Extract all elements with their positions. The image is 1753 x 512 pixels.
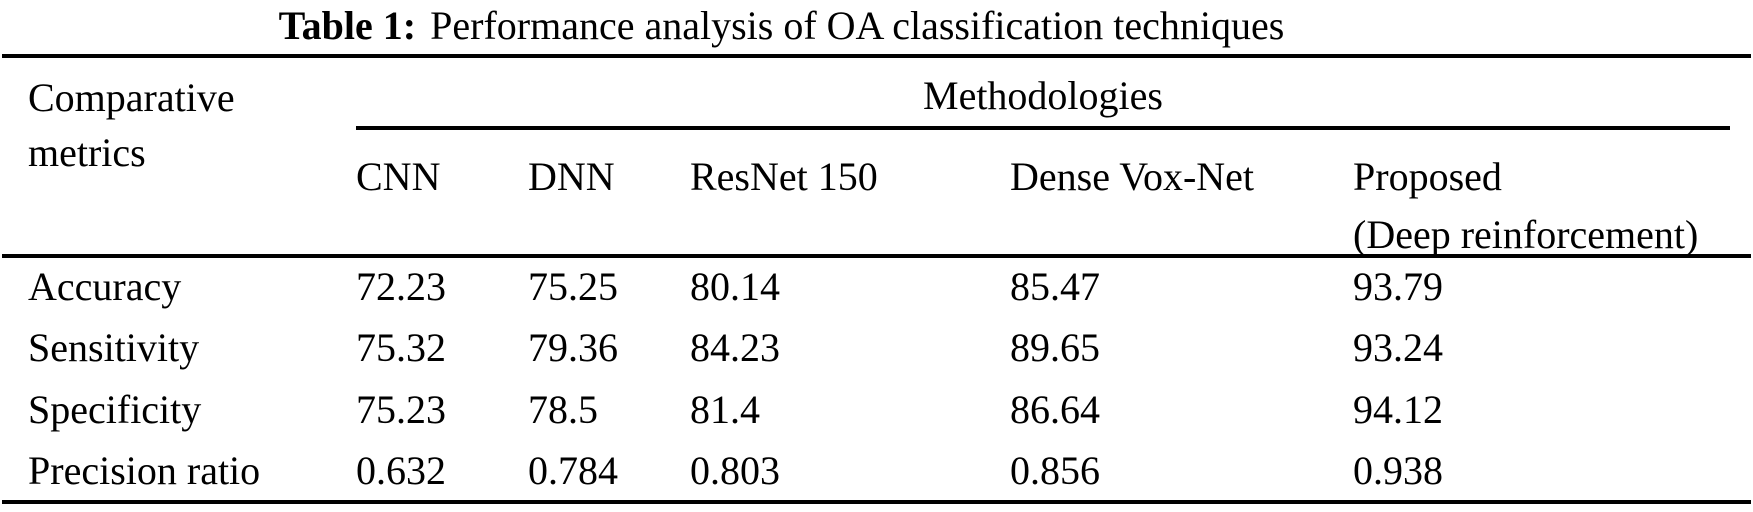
value-cell: 75.25 [528, 264, 618, 310]
value-cell: 0.856 [1010, 447, 1100, 493]
table-caption-label: Table 1: [278, 3, 417, 48]
value-cell: 80.14 [690, 264, 780, 310]
value-cell: 0.784 [528, 447, 618, 493]
value-cell: 94.12 [1353, 386, 1443, 432]
value-cell: 85.47 [1010, 264, 1100, 310]
group-header-methodologies: Methodologies [923, 73, 1163, 118]
column-header-dnn: DNN [528, 148, 690, 264]
column-header-label: DNN [528, 154, 615, 199]
rule-bottom [2, 500, 1751, 504]
column-header-cnn: CNN [356, 148, 528, 264]
column-header-sublabel: (Deep reinforcement) [1353, 212, 1699, 257]
table-row-sensitivity: Sensitivity 75.32 79.36 84.23 89.65 93.2… [0, 317, 1753, 378]
table-row-accuracy: Accuracy 72.23 75.25 80.14 85.47 93.79 [0, 256, 1753, 317]
table-row-precision-ratio: Precision ratio 0.632 0.784 0.803 0.856 … [0, 440, 1753, 501]
value-cell: 75.23 [356, 386, 446, 432]
column-header-row: CNN DNN ResNet 150 Dense Vox-Net Propose… [356, 148, 1753, 264]
value-cell: 78.5 [528, 386, 598, 432]
value-cell: 93.79 [1353, 264, 1443, 310]
column-header-label: Dense Vox-Net [1010, 154, 1255, 199]
column-header-dense-vox-net: Dense Vox-Net [1010, 148, 1353, 264]
value-cell: 72.23 [356, 264, 446, 310]
value-cell: 0.803 [690, 447, 780, 493]
rule-header-bottom [2, 254, 1751, 258]
value-cell: 79.36 [528, 325, 618, 371]
column-header-proposed: Proposed (Deep reinforcement) [1353, 148, 1753, 264]
column-header-label: ResNet 150 [690, 154, 878, 199]
value-cell: 93.24 [1353, 325, 1443, 371]
value-cell: 0.632 [356, 447, 446, 493]
rule-methodologies [356, 126, 1730, 130]
row-header-title: Comparative metrics [28, 75, 235, 175]
metric-label: Accuracy [28, 264, 182, 310]
value-cell: 81.4 [690, 386, 760, 432]
metric-label: Sensitivity [28, 325, 200, 371]
table-caption: Table 1: Performance analysis of OA class… [0, 2, 1563, 49]
table-body: Accuracy 72.23 75.25 80.14 85.47 93.79 S… [0, 256, 1753, 501]
metric-label: Precision ratio [28, 447, 261, 493]
column-header-label: CNN [356, 154, 441, 199]
value-cell: 0.938 [1353, 447, 1443, 493]
metric-label: Specificity [28, 386, 202, 432]
value-cell: 89.65 [1010, 325, 1100, 371]
table-caption-text: Performance analysis of OA classificatio… [430, 3, 1285, 48]
table-row-specificity: Specificity 75.23 78.5 81.4 86.64 94.12 [0, 379, 1753, 440]
value-cell: 86.64 [1010, 386, 1100, 432]
column-header-label: Proposed [1353, 154, 1502, 199]
value-cell: 75.32 [356, 325, 446, 371]
column-header-resnet150: ResNet 150 [690, 148, 1010, 264]
rule-top [2, 54, 1751, 58]
value-cell: 84.23 [690, 325, 780, 371]
